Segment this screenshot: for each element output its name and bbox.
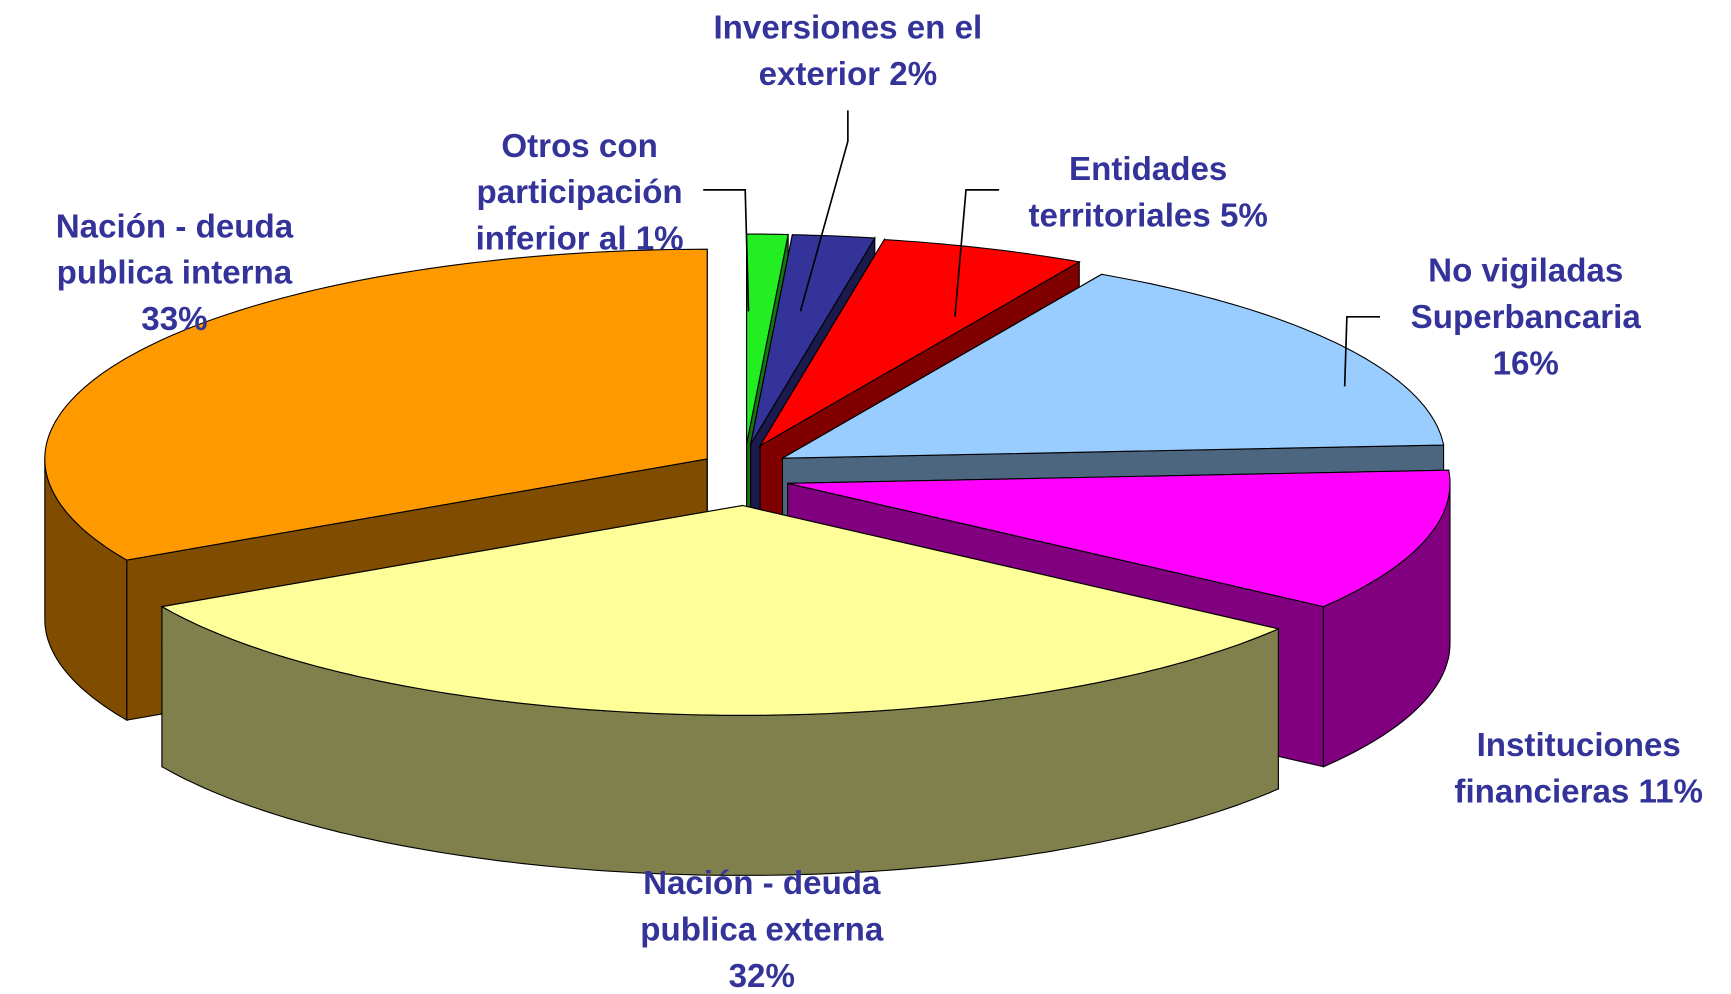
slice-label: Otros con participación inferior al 1% xyxy=(447,124,712,263)
category-name: Inversiones en el exterior xyxy=(713,9,983,93)
slice-label: Nación - deuda publica externa 32% xyxy=(596,861,927,994)
slice-label: Entidades territoriales 5% xyxy=(983,147,1314,240)
slice-top xyxy=(750,234,876,445)
slice-top xyxy=(787,469,1451,608)
slice-label: Nación - deuda publica interna 33% xyxy=(20,204,329,343)
category-name: Instituciones financieras xyxy=(1454,727,1681,811)
category-name: Entidades territoriales xyxy=(1028,151,1228,235)
slice-label: No vigiladas Superbancaria 16% xyxy=(1382,248,1669,387)
leader-line xyxy=(703,189,750,312)
value-label: 11% xyxy=(1638,773,1704,811)
slice-top xyxy=(782,273,1445,459)
slice-label: Instituciones financieras 11% xyxy=(1419,723,1731,816)
slice xyxy=(160,504,1281,876)
category-name: No vigiladas Superbancaria xyxy=(1410,252,1641,336)
value-label: 32% xyxy=(728,958,795,994)
leader-lines xyxy=(703,110,1380,387)
slice-label: Inversiones en el exterior 2% xyxy=(671,6,1024,99)
slice-top xyxy=(758,238,1081,448)
category-name: Otros con participación inferior al 1% xyxy=(475,128,684,258)
category-name: Nación - deuda publica interna xyxy=(55,208,294,292)
slice-top xyxy=(44,248,708,561)
leader-line xyxy=(1343,316,1380,387)
value-label: 33% xyxy=(141,301,208,338)
leader-line xyxy=(799,110,849,312)
value-label: 5% xyxy=(1219,197,1268,235)
leader-line xyxy=(954,189,1000,317)
slice-top xyxy=(160,504,1281,716)
value-label: 16% xyxy=(1492,345,1559,382)
value-label: 2% xyxy=(889,56,938,93)
category-name: Nación - deuda publica externa xyxy=(640,865,884,949)
